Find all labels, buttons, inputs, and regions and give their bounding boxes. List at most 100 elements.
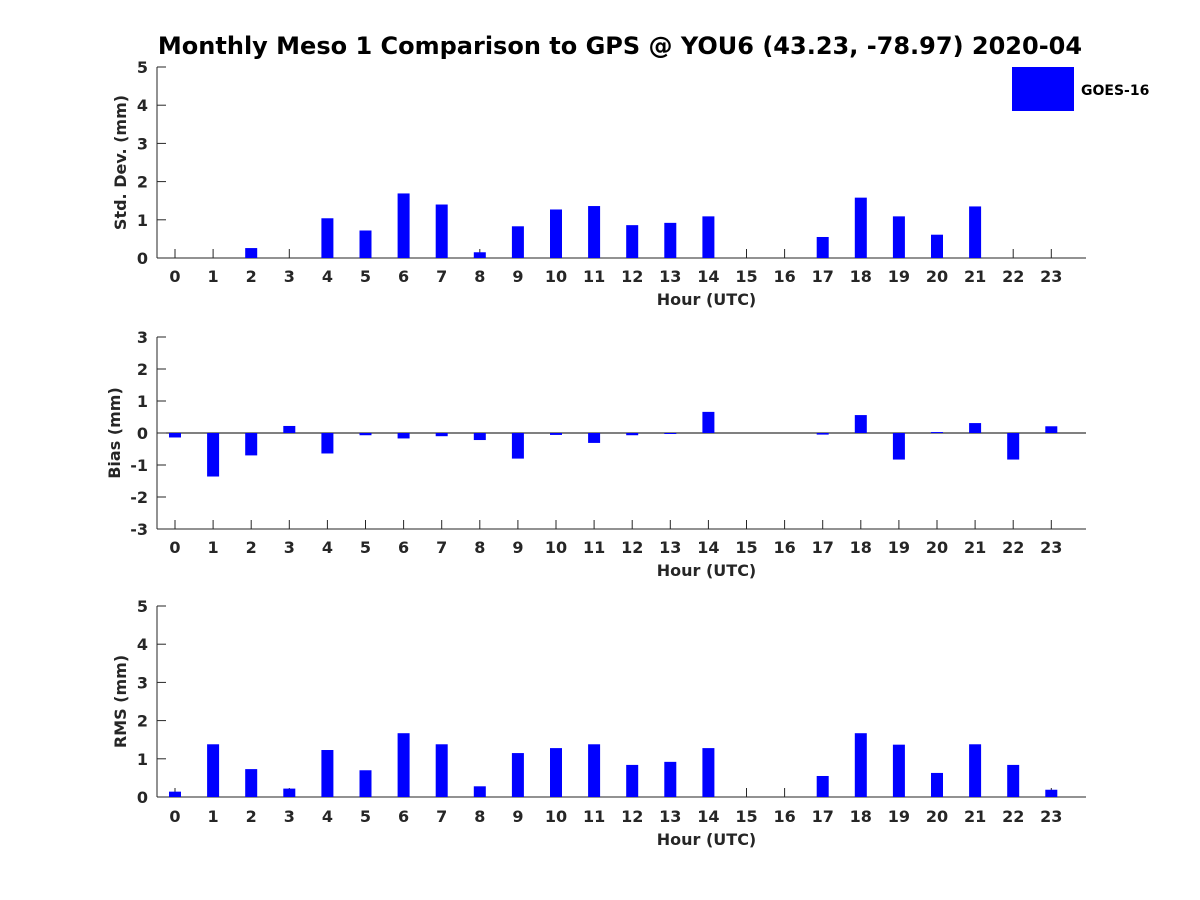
x-axis-label: Hour (UTC) — [657, 290, 757, 309]
x-tick-label: 12 — [621, 538, 643, 557]
bar — [626, 433, 639, 436]
bar — [854, 733, 867, 797]
x-tick-label: 4 — [322, 538, 333, 557]
bar — [283, 788, 296, 797]
bar — [892, 433, 905, 460]
x-tick-label: 16 — [773, 267, 795, 286]
x-tick-label: 0 — [169, 538, 180, 557]
bar — [245, 433, 258, 456]
x-tick-label: 6 — [398, 267, 409, 286]
y-tick-label: 3 — [137, 673, 148, 692]
bar — [702, 411, 715, 433]
x-tick-label: 4 — [322, 267, 333, 286]
x-tick-label: 2 — [246, 807, 257, 826]
bar — [397, 193, 410, 258]
bar — [359, 770, 372, 797]
x-axis-label: Hour (UTC) — [657, 830, 757, 849]
x-tick-label: 13 — [659, 807, 681, 826]
bar — [207, 433, 220, 477]
x-tick-label: 13 — [659, 267, 681, 286]
bar — [702, 216, 715, 258]
x-tick-label: 9 — [512, 267, 523, 286]
y-tick-label: 0 — [137, 788, 148, 807]
x-tick-label: 10 — [545, 267, 567, 286]
bar — [626, 764, 639, 797]
x-tick-label: 2 — [246, 538, 257, 557]
bar — [816, 236, 829, 258]
x-tick-label: 5 — [360, 807, 371, 826]
y-tick-label: 1 — [137, 750, 148, 769]
bar — [245, 248, 258, 258]
x-tick-label: 11 — [583, 807, 605, 826]
x-tick-label: 10 — [545, 538, 567, 557]
x-tick-label: 1 — [208, 807, 219, 826]
x-tick-label: 23 — [1040, 807, 1062, 826]
x-tick-label: 17 — [812, 267, 834, 286]
x-tick-label: 17 — [812, 807, 834, 826]
y-tick-label: 3 — [137, 134, 148, 153]
bar — [511, 753, 524, 797]
x-tick-label: 14 — [697, 267, 719, 286]
bar — [1045, 789, 1058, 797]
x-tick-label: 6 — [398, 538, 409, 557]
y-tick-label: 1 — [137, 211, 148, 230]
bar — [1045, 426, 1058, 433]
y-tick-label: 4 — [137, 96, 148, 115]
bar — [664, 433, 677, 434]
bar — [397, 433, 410, 439]
bar — [892, 744, 905, 797]
x-tick-label: 6 — [398, 807, 409, 826]
bar — [854, 415, 867, 433]
x-tick-label: 7 — [436, 538, 447, 557]
x-tick-label: 0 — [169, 267, 180, 286]
x-tick-label: 23 — [1040, 538, 1062, 557]
x-tick-label: 19 — [888, 538, 910, 557]
bar — [283, 425, 296, 433]
x-tick-label: 18 — [850, 538, 872, 557]
bar — [511, 226, 524, 258]
bar — [435, 744, 448, 797]
x-tick-label: 3 — [284, 538, 295, 557]
x-tick-label: 15 — [735, 267, 757, 286]
bar — [169, 791, 181, 797]
x-tick-label: 13 — [659, 538, 681, 557]
bar — [969, 423, 982, 433]
y-tick-label: -1 — [130, 456, 148, 475]
x-tick-label: 11 — [583, 267, 605, 286]
chart-title: Monthly Meso 1 Comparison to GPS @ YOU6 … — [158, 32, 1082, 60]
y-tick-label: 2 — [137, 360, 148, 379]
x-tick-label: 20 — [926, 538, 948, 557]
x-tick-label: 0 — [169, 807, 180, 826]
x-tick-label: 15 — [735, 538, 757, 557]
x-tick-label: 7 — [436, 267, 447, 286]
x-tick-label: 21 — [964, 538, 986, 557]
y-tick-label: 2 — [137, 173, 148, 192]
y-axis-label: RMS (mm) — [111, 655, 130, 748]
bar — [359, 230, 372, 258]
bar — [702, 748, 715, 797]
x-tick-label: 21 — [964, 807, 986, 826]
y-tick-label: 1 — [137, 392, 148, 411]
x-axis-label: Hour (UTC) — [657, 561, 757, 580]
x-tick-label: 16 — [773, 538, 795, 557]
x-tick-label: 3 — [284, 807, 295, 826]
x-tick-label: 7 — [436, 807, 447, 826]
x-tick-label: 19 — [888, 267, 910, 286]
bar — [588, 744, 601, 797]
x-tick-label: 22 — [1002, 538, 1024, 557]
x-tick-label: 23 — [1040, 267, 1062, 286]
x-tick-label: 22 — [1002, 267, 1024, 286]
bar — [664, 761, 677, 797]
y-tick-label: 0 — [137, 249, 148, 268]
x-tick-label: 5 — [360, 267, 371, 286]
bar — [854, 197, 867, 258]
bar — [1007, 764, 1020, 797]
y-tick-label: 0 — [137, 424, 148, 443]
bar — [359, 433, 372, 436]
bar — [397, 733, 410, 797]
y-tick-label: 5 — [137, 58, 148, 77]
x-tick-label: 8 — [474, 807, 485, 826]
bar — [588, 433, 601, 443]
